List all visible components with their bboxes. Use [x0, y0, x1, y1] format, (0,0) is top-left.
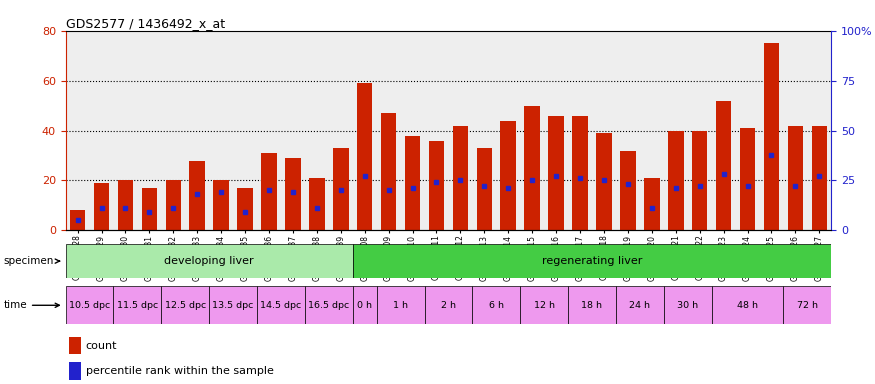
Bar	[711, 286, 783, 324]
Bar	[357, 83, 373, 230]
Bar	[70, 210, 86, 230]
Text: 1 h: 1 h	[393, 301, 408, 310]
Bar	[165, 180, 181, 230]
Text: 72 h: 72 h	[797, 301, 818, 310]
Bar	[304, 286, 353, 324]
Text: regenerating liver: regenerating liver	[542, 256, 642, 266]
Bar	[572, 116, 588, 230]
Text: 0 h: 0 h	[357, 301, 372, 310]
Text: 10.5 dpc: 10.5 dpc	[69, 301, 110, 310]
Bar	[764, 43, 780, 230]
Bar	[668, 131, 683, 230]
Text: GDS2577 / 1436492_x_at: GDS2577 / 1436492_x_at	[66, 17, 225, 30]
Bar	[66, 286, 114, 324]
Text: 13.5 dpc: 13.5 dpc	[213, 301, 254, 310]
Bar	[788, 126, 803, 230]
Bar	[568, 286, 616, 324]
Bar	[285, 158, 301, 230]
Bar	[237, 188, 253, 230]
Bar	[142, 188, 158, 230]
Bar	[620, 151, 635, 230]
Bar	[214, 180, 229, 230]
Text: percentile rank within the sample: percentile rank within the sample	[86, 366, 273, 376]
Bar	[381, 113, 396, 230]
Bar	[716, 101, 732, 230]
Bar	[94, 183, 109, 230]
Bar	[257, 286, 304, 324]
Bar	[353, 244, 831, 278]
Bar	[616, 286, 664, 324]
Bar	[783, 286, 831, 324]
Text: time: time	[4, 300, 60, 310]
Bar	[477, 148, 492, 230]
Bar	[69, 362, 81, 380]
Bar	[473, 286, 521, 324]
Text: 18 h: 18 h	[582, 301, 603, 310]
Bar	[161, 286, 209, 324]
Bar	[209, 286, 257, 324]
Text: 16.5 dpc: 16.5 dpc	[308, 301, 349, 310]
Bar	[376, 286, 424, 324]
Text: 24 h: 24 h	[629, 301, 650, 310]
Text: 2 h: 2 h	[441, 301, 456, 310]
Text: 6 h: 6 h	[489, 301, 504, 310]
Text: specimen: specimen	[4, 256, 60, 266]
Bar	[452, 126, 468, 230]
Bar	[405, 136, 420, 230]
Text: 12 h: 12 h	[534, 301, 555, 310]
Bar	[644, 178, 660, 230]
Bar	[66, 244, 353, 278]
Text: count: count	[86, 341, 117, 351]
Text: 14.5 dpc: 14.5 dpc	[261, 301, 302, 310]
Text: 48 h: 48 h	[737, 301, 758, 310]
Text: 11.5 dpc: 11.5 dpc	[116, 301, 158, 310]
Bar	[117, 180, 133, 230]
Text: developing liver: developing liver	[164, 256, 254, 266]
Bar	[309, 178, 325, 230]
Bar	[190, 161, 205, 230]
Bar	[424, 286, 473, 324]
Bar	[664, 286, 711, 324]
Bar	[811, 126, 827, 230]
Bar	[739, 128, 755, 230]
Bar	[353, 286, 376, 324]
Bar	[500, 121, 516, 230]
Bar	[521, 286, 568, 324]
Bar	[429, 141, 444, 230]
Text: 30 h: 30 h	[677, 301, 698, 310]
Bar	[596, 133, 612, 230]
Bar	[69, 337, 81, 354]
Text: 12.5 dpc: 12.5 dpc	[164, 301, 206, 310]
Bar	[692, 131, 707, 230]
Bar	[114, 286, 161, 324]
Bar	[524, 106, 540, 230]
Bar	[549, 116, 564, 230]
Bar	[333, 148, 348, 230]
Bar	[262, 153, 276, 230]
